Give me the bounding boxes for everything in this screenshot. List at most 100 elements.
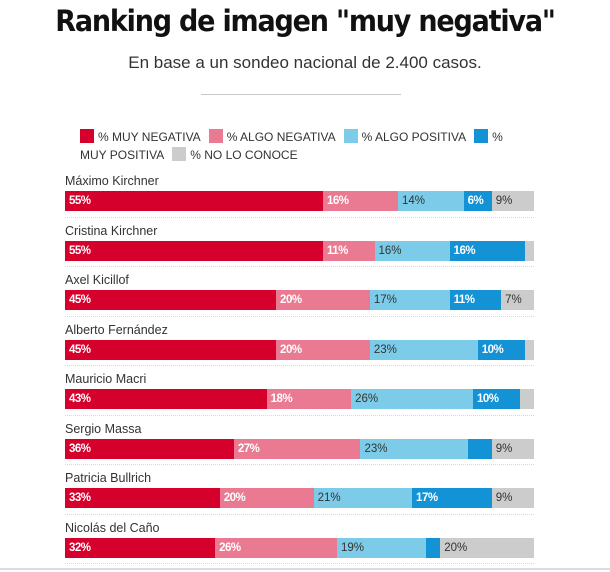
bar-segment-algo-positiva: 19% [337, 537, 427, 558]
data-label: 16% [453, 244, 476, 257]
bar-segment-muy-positiva [468, 438, 492, 459]
data-label: 10% [477, 393, 499, 405]
data-label: 45% [69, 343, 91, 356]
data-label: 6% [467, 195, 484, 207]
data-label: 10% [481, 343, 504, 356]
category-label: Nicolás del Caño [65, 520, 160, 535]
data-label: 23% [364, 442, 388, 455]
stacked-bar: 55% 11% 16% 16% [65, 240, 534, 261]
category-label: Cristina Kirchner [65, 223, 158, 238]
row-separator [65, 365, 534, 366]
legend-swatch [172, 147, 187, 161]
bar-segment-muy-positiva [426, 537, 441, 558]
stacked-bar: 45% 20% 17% 11% 7% [65, 290, 534, 310]
bar-rows: Máximo Kirchner 55% 16% 14% 6% 9% Cristina Kir… [65, 171, 534, 567]
data-label: 26% [219, 541, 241, 554]
data-label: 26% [355, 393, 379, 405]
bar-segment-muy-negativa: 45% [65, 290, 277, 310]
bar-row: Sergio Massa 36% 27% 23% 9% [65, 419, 534, 469]
data-label: 33% [69, 492, 91, 504]
bar-segment-algo-positiva: 17% [369, 290, 450, 310]
data-label: 20% [223, 492, 246, 504]
bar-row: Nicolás del Caño 32% 26% 19% 20% [65, 518, 534, 568]
data-label: 17% [373, 294, 397, 306]
data-label: 21% [317, 492, 341, 504]
bar-segment-algo-positiva: 16% [374, 240, 450, 261]
bar-segment-algo-positiva: 23% [369, 339, 478, 360]
bar-segment-algo-positiva: 21% [313, 488, 413, 508]
bar-segment-muy-positiva: 16% [449, 240, 525, 261]
data-label: 20% [280, 294, 302, 306]
bar-segment-algo-negativa: 20% [276, 339, 370, 360]
chart-title: Ranking de imagen "muy negativa" [55, 4, 556, 39]
legend-item-muy-negativa: % MUY NEGATIVA [80, 129, 201, 144]
category-label: Máximo Kirchner [65, 174, 159, 188]
data-label: 23% [373, 343, 397, 356]
footer-line [0, 568, 610, 570]
data-label: 27% [237, 442, 260, 455]
data-label: 32% [69, 541, 91, 554]
data-label: 16% [326, 195, 349, 207]
data-label: 9% [495, 195, 513, 207]
legend-item-muy-positiva: % MUY POSITIVA [80, 129, 503, 162]
category-label: Sergio Massa [65, 421, 142, 436]
stacked-bar: 36% 27% 23% 9% [65, 438, 534, 459]
bar-segment-algo-negativa: 20% [219, 488, 314, 508]
legend-label: % ALGO POSITIVA [361, 130, 467, 144]
bar-segment-no-lo-conoce: 9% [491, 191, 534, 211]
bar-segment-muy-negativa: 33% [65, 488, 220, 508]
bar-row: Máximo Kirchner 55% 16% 14% 6% 9% [65, 171, 534, 221]
bar-segment-muy-positiva: 17% [412, 488, 492, 508]
bar-segment-muy-negativa: 55% [65, 191, 323, 211]
bar-segment-algo-positiva: 26% [351, 389, 473, 409]
legend-item-algo-negativa: % ALGO NEGATIVA [208, 129, 336, 144]
row-separator [65, 464, 534, 465]
data-label: 11% [453, 294, 475, 306]
data-label: 55% [69, 195, 91, 207]
stacked-bar: 32% 26% 19% 20% [65, 537, 534, 558]
category-label: Patricia Bullrich [65, 471, 152, 485]
bar-segment-algo-negativa: 16% [322, 191, 398, 211]
row-separator [65, 216, 534, 218]
category-label: Alberto Fernández [65, 322, 168, 337]
data-label: 14% [401, 195, 425, 207]
bar-segment-muy-negativa: 45% [65, 339, 277, 360]
data-label: 9% [495, 492, 513, 504]
data-label: 36% [69, 442, 91, 455]
bar-row: Axel Kicillof 45% 20% 17% 11% 7% [65, 270, 534, 320]
bar-segment-no-lo-conoce: 7% [501, 290, 534, 310]
data-label: 11% [326, 244, 348, 257]
data-label: 55% [69, 244, 91, 257]
row-separator [65, 513, 534, 515]
stacked-bar: 55% 16% 14% 6% 9% [65, 191, 534, 211]
category-label: Axel Kicillof [65, 273, 129, 287]
chart-legend: % MUY NEGATIVA % ALGO NEGATIVA % ALGO POSI… [80, 128, 530, 164]
bar-segment-muy-positiva: 10% [477, 339, 525, 360]
bar-segment-muy-negativa: 55% [65, 240, 323, 261]
bar-segment-algo-positiva: 14% [397, 191, 464, 211]
bar-segment-algo-negativa: 27% [233, 438, 361, 459]
title-divider [201, 94, 401, 95]
data-label: 43% [69, 393, 91, 405]
legend-label: % MUY NEGATIVA [98, 130, 201, 144]
bar-row: Mauricio Macri 43% 18% 26% 10% [65, 369, 534, 419]
bar-segment-no-lo-conoce: 9% [491, 438, 534, 459]
bar-segment-no-lo-conoce [524, 339, 534, 360]
stacked-bar: 43% 18% 26% 10% [65, 389, 534, 409]
legend-label: % MUY POSITIVA [80, 130, 503, 162]
data-label: 18% [270, 393, 293, 405]
category-label: Mauricio Macri [65, 372, 147, 386]
data-label: 20% [280, 343, 302, 356]
bar-row: Cristina Kirchner 55% 11% 16% 16% [65, 221, 534, 271]
legend-swatch [208, 129, 223, 143]
data-label: 20% [444, 541, 468, 554]
bar-segment-muy-negativa: 36% [65, 438, 234, 459]
bar-segment-algo-negativa: 26% [215, 537, 338, 558]
legend-label: % ALGO NEGATIVA [226, 130, 336, 144]
bar-segment-no-lo-conoce [524, 240, 534, 261]
bar-segment-no-lo-conoce [519, 389, 534, 409]
legend-item-no-lo-conoce: % NO LO CONOCE [172, 147, 298, 162]
data-label: 16% [378, 244, 402, 257]
data-label: 19% [341, 541, 365, 554]
stacked-bar: 45% 20% 23% 10% [65, 339, 534, 360]
